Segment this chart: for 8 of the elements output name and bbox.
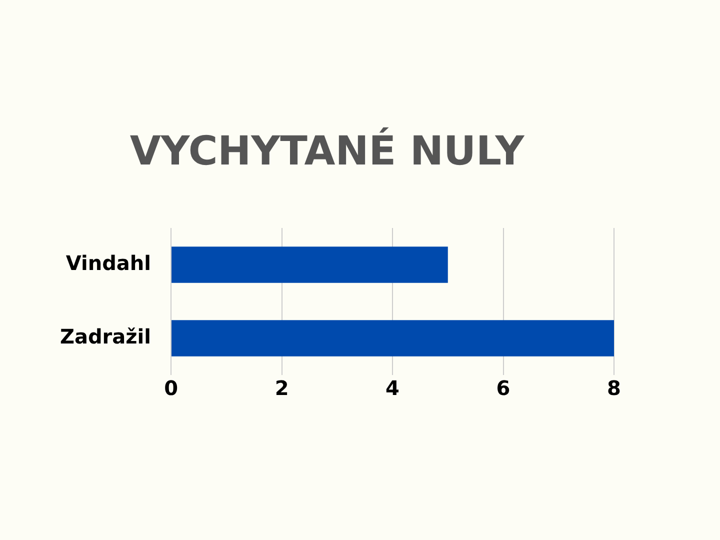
- x-tick-label: 0: [164, 376, 178, 400]
- chart-title: VYCHYTANÉ NULY: [130, 126, 526, 174]
- x-tick-label: 8: [607, 376, 621, 400]
- y-tick-label: Zadražil: [60, 324, 152, 348]
- x-tick-label: 4: [386, 376, 400, 400]
- x-tick-label: 6: [496, 376, 510, 400]
- y-tick-label: Vindahl: [66, 250, 152, 275]
- x-tick-label: 2: [274, 376, 289, 400]
